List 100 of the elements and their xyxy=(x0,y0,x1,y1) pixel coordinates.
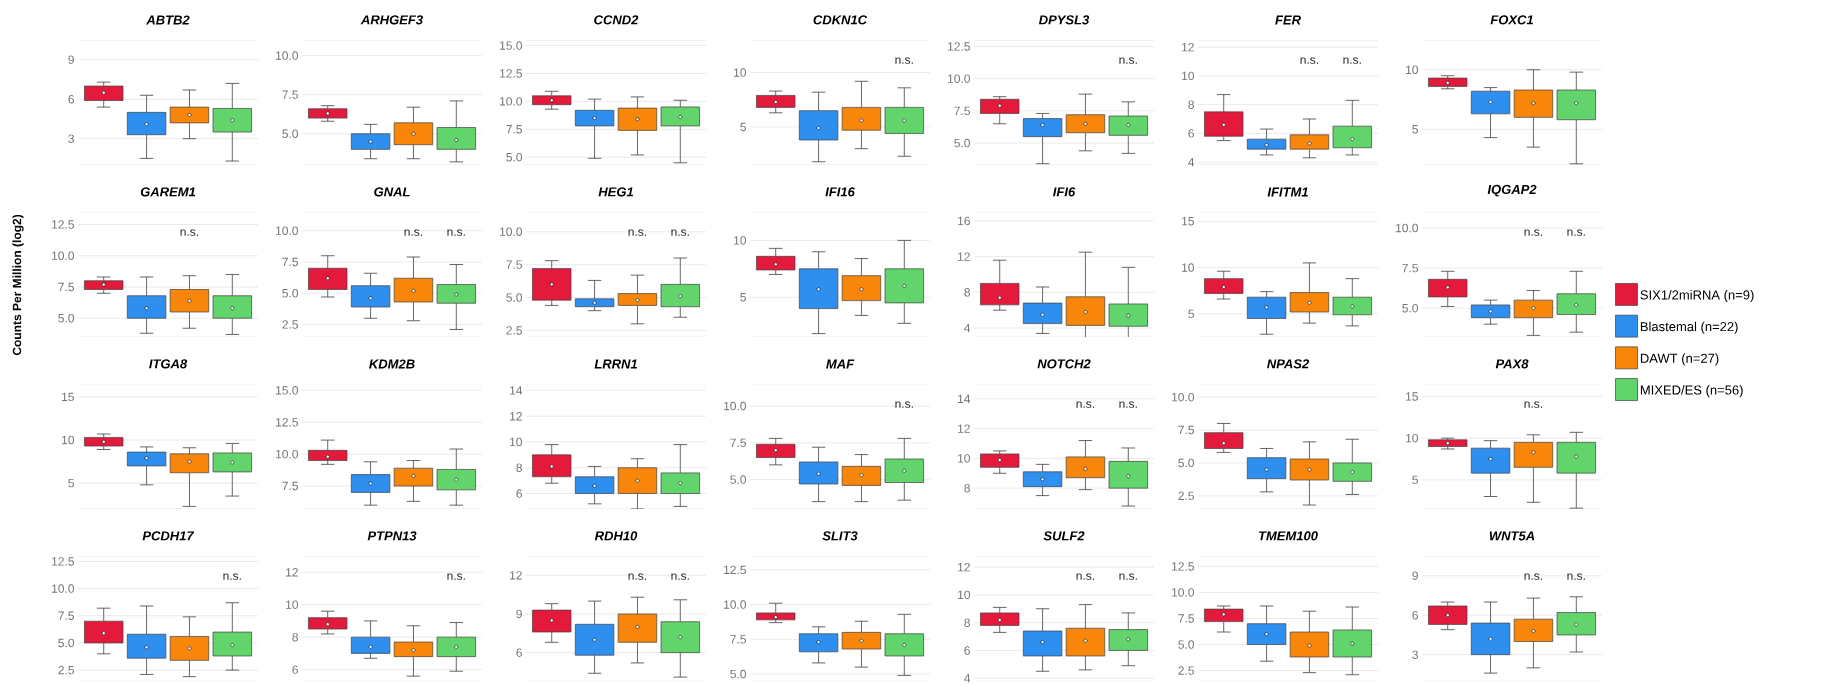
chart-title: CDKN1C xyxy=(813,15,868,25)
y-tick-label: 5 xyxy=(740,293,746,302)
y-tick-label: 10 xyxy=(1182,263,1195,272)
y-tick-label: 10.0 xyxy=(500,227,523,236)
y-tick-label: 10.0 xyxy=(1172,392,1195,402)
y-tick-label: 10.0 xyxy=(724,600,747,609)
chart-title: IFI16 xyxy=(825,187,855,197)
y-tick-label: 10.0 xyxy=(276,226,299,235)
text: n.s. xyxy=(447,573,465,580)
y-tick-label: 5.0 xyxy=(954,138,971,148)
y-tick-label: 12.5 xyxy=(948,42,970,51)
y-tick-label: 5.0 xyxy=(282,129,299,138)
y-tick-label: 7.5 xyxy=(282,481,298,491)
chart-title: NPAS2 xyxy=(1267,359,1310,369)
y-tick-label: 12 xyxy=(1182,42,1194,52)
y-tick-label: 12.5 xyxy=(52,557,74,566)
text: n.s. xyxy=(671,229,689,236)
y-tick-label: 5 xyxy=(1412,475,1418,484)
y-tick-label: 7.5 xyxy=(730,635,746,644)
chart-title: SLIT3 xyxy=(822,531,858,541)
text: n.s. xyxy=(1524,401,1543,408)
y-tick-label: 3 xyxy=(1412,650,1418,659)
legend-label: SIX1/2miRNA (n=9) xyxy=(1640,289,1754,303)
chart-title: GAREM1 xyxy=(140,187,196,197)
chart-title: CCND2 xyxy=(594,15,639,25)
text: n.s. xyxy=(1300,57,1319,64)
y-tick-label: 7.5 xyxy=(58,611,74,620)
text: n.s. xyxy=(1119,57,1137,64)
y-tick-label: 4 xyxy=(1188,157,1195,167)
y-tick-label: 7.5 xyxy=(506,125,522,134)
y-tick-label: 12 xyxy=(510,412,522,421)
text: n.s. xyxy=(628,229,647,236)
y-tick-label: 12 xyxy=(286,568,298,577)
y-tick-label: 10 xyxy=(62,435,75,445)
y-tick-label: 12.5 xyxy=(1172,562,1194,571)
y-tick-label: 10 xyxy=(958,454,971,463)
chart-title: WNT5A xyxy=(1489,531,1535,541)
y-tick-label: 10.0 xyxy=(500,97,523,106)
chart-title: PAX8 xyxy=(1495,359,1529,369)
y-tick-label: 5 xyxy=(1188,309,1194,319)
y-tick-label: 10.0 xyxy=(1172,588,1195,597)
chart-title: IFI6 xyxy=(1053,187,1076,197)
text: n.s. xyxy=(1076,401,1095,408)
y-tick-label: 14 xyxy=(958,394,971,403)
y-tick-label: 10.0 xyxy=(276,51,299,60)
chart-title: PTPN13 xyxy=(367,531,417,541)
y-tick-label: 15.0 xyxy=(276,386,299,395)
y-tick-label: 12.5 xyxy=(52,220,74,229)
chart-title: RDH10 xyxy=(594,531,638,541)
text: n.s. xyxy=(447,229,465,236)
y-tick-label: 10 xyxy=(734,236,747,245)
y-tick-label: 12.5 xyxy=(276,418,298,427)
y-tick-label: 2.5 xyxy=(58,665,74,675)
chart-title: SULF2 xyxy=(1043,531,1085,541)
text: n.s. xyxy=(1524,229,1543,236)
y-tick-label: 5 xyxy=(1412,125,1418,134)
y-tick-label: 12.5 xyxy=(500,69,522,78)
y-tick-label: 10.0 xyxy=(52,584,75,593)
text: n.s. xyxy=(628,573,647,580)
y-tick-label: 7.5 xyxy=(730,438,746,447)
y-tick-label: 7.5 xyxy=(506,260,522,269)
chart-title: ABTB2 xyxy=(146,15,190,25)
y-tick-label: 6 xyxy=(964,646,970,655)
y-tick-label: 16 xyxy=(958,216,970,226)
y-tick-label: 7.5 xyxy=(954,106,970,116)
y-tick-label: 9 xyxy=(1412,571,1418,580)
chart-title: KDM2B xyxy=(369,359,415,369)
y-tick-label: 9 xyxy=(516,609,522,619)
y-tick-label: 10 xyxy=(1406,65,1419,74)
text: n.s. xyxy=(1343,57,1361,64)
y-tick-label: 6 xyxy=(1188,129,1194,138)
y-tick-label: 5.0 xyxy=(1402,303,1419,313)
y-tick-label: 2.5 xyxy=(282,320,298,329)
y-tick-label: 9 xyxy=(68,55,74,64)
y-tick-label: 5.0 xyxy=(282,288,299,298)
text: n.s. xyxy=(1567,229,1585,236)
y-tick-label: 6 xyxy=(1412,610,1418,620)
y-tick-label: 8 xyxy=(964,618,970,627)
y-tick-label: 10.0 xyxy=(724,401,747,411)
text: n.s. xyxy=(1076,573,1095,580)
y-tick-label: 2.5 xyxy=(506,326,522,335)
y-tick-label: 4 xyxy=(964,674,971,683)
y-tick-label: 12 xyxy=(510,571,522,580)
chart-title: IQGAP2 xyxy=(1487,184,1537,197)
y-tick-label: 5.0 xyxy=(58,638,75,648)
chart-title: GNAL xyxy=(374,187,410,197)
text: n.s. xyxy=(223,573,241,580)
y-axis-title: Counts Per Million (log2) xyxy=(12,214,24,356)
chart-title: NOTCH2 xyxy=(1037,359,1091,369)
text: n.s. xyxy=(1119,573,1137,580)
chart-title: DPYSL3 xyxy=(1038,15,1090,25)
y-tick-label: 5.0 xyxy=(506,293,523,302)
y-tick-label: 4 xyxy=(964,323,971,333)
chart-title: FER xyxy=(1275,15,1301,25)
y-tick-label: 6 xyxy=(516,489,522,498)
y-tick-label: 6 xyxy=(292,665,298,674)
y-tick-label: 7.5 xyxy=(282,90,298,99)
y-tick-label: 6 xyxy=(516,648,522,657)
y-tick-label: 2.5 xyxy=(1178,666,1194,675)
y-tick-label: 8 xyxy=(292,632,298,642)
